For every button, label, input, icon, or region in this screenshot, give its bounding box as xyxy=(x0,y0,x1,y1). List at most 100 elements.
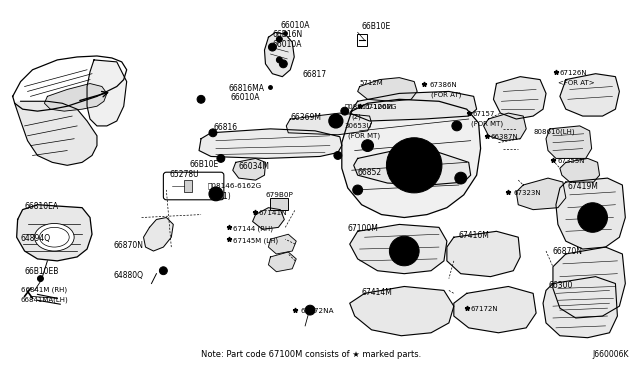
Text: 64894Q: 64894Q xyxy=(20,234,51,243)
Circle shape xyxy=(209,129,217,137)
Text: 5712M: 5712M xyxy=(360,80,383,86)
Circle shape xyxy=(276,36,282,42)
Text: 66852: 66852 xyxy=(358,168,382,177)
Text: 67100M: 67100M xyxy=(348,224,379,233)
Polygon shape xyxy=(268,252,296,272)
Polygon shape xyxy=(44,84,107,111)
Text: 67172NA: 67172NA xyxy=(300,308,334,314)
Text: 66B10EB: 66B10EB xyxy=(24,267,59,276)
Polygon shape xyxy=(560,158,600,182)
Polygon shape xyxy=(268,234,296,254)
Circle shape xyxy=(209,187,223,201)
Text: 67145M (LH): 67145M (LH) xyxy=(233,237,278,244)
Text: 66B10E: 66B10E xyxy=(362,22,391,32)
Ellipse shape xyxy=(35,224,74,251)
Circle shape xyxy=(38,276,44,282)
Text: 66034M: 66034M xyxy=(239,162,269,171)
Text: 67386N: 67386N xyxy=(429,81,457,87)
Text: J660006K: J660006K xyxy=(593,350,629,359)
Text: 08911-1062G: 08911-1062G xyxy=(345,103,397,110)
Text: N: N xyxy=(333,116,339,125)
Circle shape xyxy=(394,241,414,261)
Circle shape xyxy=(276,57,282,63)
Polygon shape xyxy=(349,92,477,121)
Polygon shape xyxy=(233,158,266,180)
Text: 67144 (RH): 67144 (RH) xyxy=(233,225,273,232)
Circle shape xyxy=(159,267,167,275)
Text: 67157: 67157 xyxy=(473,111,495,117)
Text: 66387N: 66387N xyxy=(490,134,518,140)
Circle shape xyxy=(353,185,363,195)
Polygon shape xyxy=(516,178,566,210)
Text: 66B10E: 66B10E xyxy=(189,160,218,169)
Circle shape xyxy=(582,208,602,227)
FancyBboxPatch shape xyxy=(163,172,224,200)
Polygon shape xyxy=(342,99,481,218)
Circle shape xyxy=(394,145,434,185)
Polygon shape xyxy=(143,218,173,251)
Polygon shape xyxy=(87,60,127,126)
Circle shape xyxy=(452,121,461,131)
Text: 66300: 66300 xyxy=(548,280,572,289)
Text: 66010A: 66010A xyxy=(280,20,310,29)
Circle shape xyxy=(387,138,442,193)
Polygon shape xyxy=(454,286,536,333)
Text: 66010A: 66010A xyxy=(231,93,260,102)
Polygon shape xyxy=(264,32,294,77)
Polygon shape xyxy=(286,113,372,135)
Text: (1): (1) xyxy=(221,192,232,201)
Text: B: B xyxy=(214,191,218,197)
Polygon shape xyxy=(253,208,284,230)
Polygon shape xyxy=(354,151,470,185)
Text: <FOR AT>: <FOR AT> xyxy=(558,80,595,86)
Text: 66816: 66816 xyxy=(214,123,238,132)
Text: 66816MA: 66816MA xyxy=(228,84,265,93)
Text: Note: Part code 67100M consists of ★ marked parts.: Note: Part code 67100M consists of ★ mar… xyxy=(201,350,421,359)
Text: 67323N: 67323N xyxy=(513,190,541,196)
Polygon shape xyxy=(553,247,625,318)
Polygon shape xyxy=(349,286,454,336)
Text: 67141N: 67141N xyxy=(259,210,287,216)
Circle shape xyxy=(329,114,343,128)
Polygon shape xyxy=(493,77,546,119)
Text: 67416M: 67416M xyxy=(459,231,490,240)
Text: (2): (2) xyxy=(352,113,362,120)
Text: (FOR AT): (FOR AT) xyxy=(431,92,461,98)
Circle shape xyxy=(578,203,607,232)
Text: (FOR MT): (FOR MT) xyxy=(470,121,503,128)
Polygon shape xyxy=(447,231,520,277)
Bar xyxy=(356,34,367,46)
Text: 64880Q: 64880Q xyxy=(114,271,144,280)
Text: 66010A: 66010A xyxy=(273,40,302,49)
Polygon shape xyxy=(546,126,591,158)
Polygon shape xyxy=(560,74,620,116)
Circle shape xyxy=(268,43,276,51)
Polygon shape xyxy=(13,56,127,111)
Polygon shape xyxy=(349,224,447,274)
Text: 66870N: 66870N xyxy=(114,241,144,250)
Text: 08146-6162G: 08146-6162G xyxy=(208,182,262,189)
Text: 67419M: 67419M xyxy=(568,182,598,191)
Text: 679B0P: 679B0P xyxy=(266,192,293,198)
Circle shape xyxy=(334,151,342,160)
Text: 65278U: 65278U xyxy=(170,170,199,179)
Text: 66817: 66817 xyxy=(302,70,326,79)
Circle shape xyxy=(305,305,315,315)
Text: 67126N: 67126N xyxy=(560,70,588,76)
Text: 66841M (RH): 66841M (RH) xyxy=(20,286,67,293)
Polygon shape xyxy=(556,178,625,249)
Circle shape xyxy=(362,140,374,151)
Text: 66B16N: 66B16N xyxy=(273,31,303,39)
Circle shape xyxy=(389,236,419,266)
Text: 66870N: 66870N xyxy=(553,247,583,256)
Ellipse shape xyxy=(40,227,69,247)
Circle shape xyxy=(341,107,349,115)
Text: 808610(LH): 808610(LH) xyxy=(533,129,575,135)
Text: 67414M: 67414M xyxy=(362,288,392,298)
Text: 67120M: 67120M xyxy=(365,104,393,110)
Text: 66810EA: 66810EA xyxy=(24,202,59,211)
Circle shape xyxy=(217,154,225,162)
Polygon shape xyxy=(543,277,618,338)
Text: 67172N: 67172N xyxy=(470,306,499,312)
Bar xyxy=(184,180,192,192)
